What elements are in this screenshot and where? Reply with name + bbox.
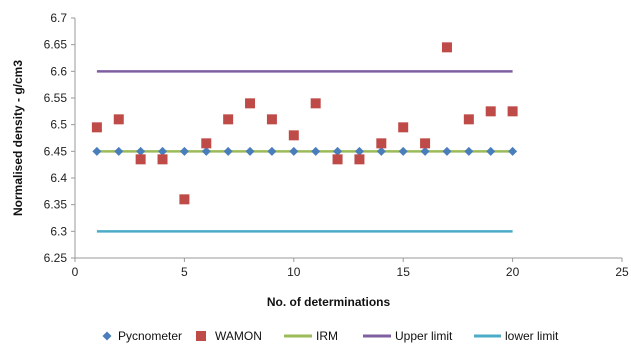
legend-label-pycnometer: Pycnometer — [118, 329, 182, 343]
data-point-wamon — [266, 114, 277, 125]
data-point-pycnometer — [486, 146, 496, 156]
data-point-wamon — [245, 98, 256, 109]
y-tick-label: 6.35 — [44, 198, 68, 212]
data-point-pycnometer — [136, 146, 146, 156]
data-point-pycnometer — [267, 146, 277, 156]
data-point-wamon — [463, 114, 474, 125]
x-axis-title: No. of determinations — [267, 295, 391, 309]
y-tick-label: 6.7 — [50, 11, 67, 25]
data-point-pycnometer — [201, 146, 211, 156]
y-tick-label: 6.55 — [44, 91, 68, 105]
y-axis-title: Normalised density - g/cm3 — [11, 60, 25, 216]
x-tick-label: 15 — [397, 265, 411, 279]
data-point-pycnometer — [311, 146, 321, 156]
data-markers — [91, 42, 518, 205]
data-point-pycnometer — [179, 146, 189, 156]
data-point-wamon — [135, 154, 146, 165]
y-tick-label: 6.65 — [44, 38, 68, 52]
data-point-wamon — [288, 130, 299, 141]
legend-label-wamon: WAMON — [215, 329, 262, 343]
legend-label-lower-limit: lower limit — [505, 329, 559, 343]
y-tick-label: 6.4 — [50, 171, 67, 185]
y-tick-label: 6.6 — [50, 64, 67, 78]
data-point-wamon — [179, 194, 190, 205]
legend: Pycnometer WAMON IRM Upper limit lower limit — [102, 329, 559, 343]
data-point-pycnometer — [442, 146, 452, 156]
data-point-pycnometer — [376, 146, 386, 156]
data-point-wamon — [485, 106, 496, 117]
data-point-wamon — [91, 122, 102, 133]
data-point-wamon — [376, 138, 387, 149]
data-point-wamon — [507, 106, 518, 117]
data-point-pycnometer — [333, 146, 343, 156]
data-point-pycnometer — [223, 146, 233, 156]
data-point-wamon — [441, 42, 452, 53]
y-ticks: 6.25 6.3 6.35 6.4 6.45 6.5 6.55 6.6 6.65 6.7 — [44, 11, 75, 265]
data-point-wamon — [398, 122, 409, 133]
data-point-wamon — [157, 154, 168, 165]
legend-label-upper-limit: Upper limit — [395, 329, 453, 343]
data-point-pycnometer — [464, 146, 474, 156]
data-point-pycnometer — [158, 146, 168, 156]
data-point-pycnometer — [354, 146, 364, 156]
data-point-pycnometer — [92, 146, 102, 156]
x-tick-label: 5 — [181, 265, 188, 279]
y-tick-label: 6.3 — [50, 224, 67, 238]
axes — [74, 18, 622, 259]
data-point-pycnometer — [114, 146, 124, 156]
data-point-wamon — [354, 154, 365, 165]
y-tick-label: 6.5 — [50, 118, 67, 132]
data-point-pycnometer — [398, 146, 408, 156]
data-point-pycnometer — [508, 146, 518, 156]
y-tick-label: 6.45 — [44, 144, 68, 158]
data-point-wamon — [223, 114, 234, 125]
x-tick-label: 20 — [506, 265, 520, 279]
data-point-wamon — [310, 98, 321, 109]
data-point-wamon — [201, 138, 212, 149]
data-point-wamon — [420, 138, 431, 149]
legend-symbol-pycnometer — [102, 331, 112, 341]
data-point-pycnometer — [289, 146, 299, 156]
x-tick-label: 10 — [287, 265, 301, 279]
data-point-pycnometer — [420, 146, 430, 156]
legend-label-irm: IRM — [316, 329, 338, 343]
x-tick-label: 25 — [615, 265, 629, 279]
legend-symbol-wamon — [196, 331, 206, 341]
y-tick-label: 6.25 — [44, 251, 68, 265]
x-ticks: 0 5 10 15 20 25 — [72, 258, 629, 279]
data-point-wamon — [113, 114, 124, 125]
data-point-wamon — [332, 154, 343, 165]
data-point-pycnometer — [245, 146, 255, 156]
x-tick-label: 0 — [72, 265, 79, 279]
